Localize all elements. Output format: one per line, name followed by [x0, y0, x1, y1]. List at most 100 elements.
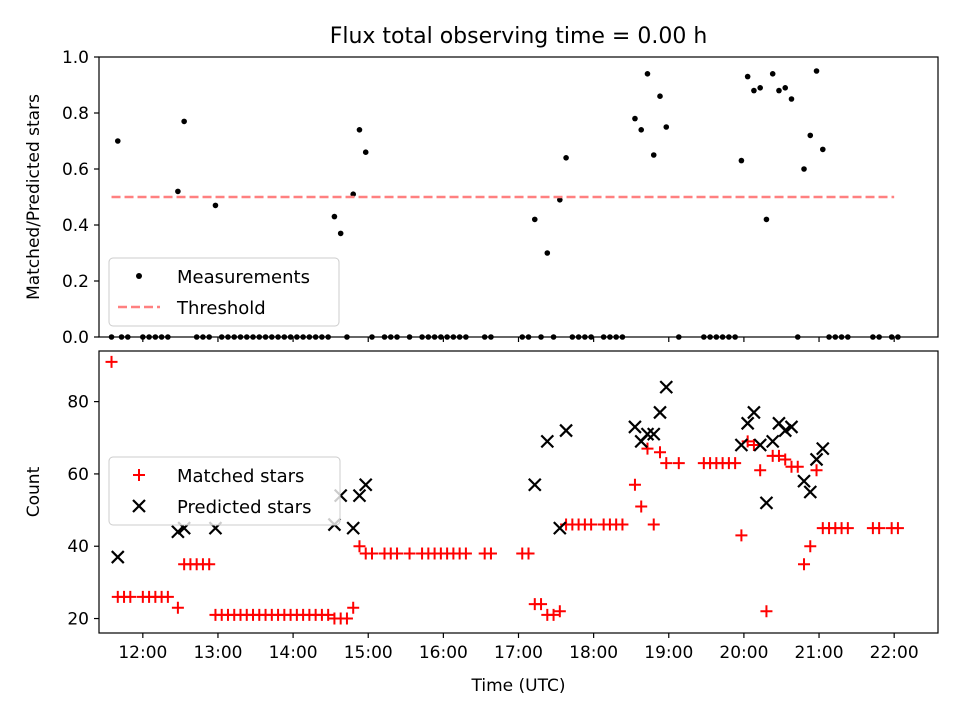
measurement-point [644, 71, 651, 77]
matched-star-point [365, 547, 378, 560]
measurement-point [819, 146, 826, 153]
predicted-star-point [803, 485, 818, 499]
predicted-star-point [540, 434, 555, 449]
predicted-star-point [171, 524, 185, 539]
matched-star-point [105, 355, 118, 368]
x-tick-label: 13:00 [193, 643, 242, 663]
measurement-point [632, 115, 638, 122]
measurement-point [776, 87, 782, 94]
matched-star-point [841, 522, 854, 535]
count-panel: 20 40 60 80 12:00 13:00 14:00 15:00 16:00 17:00 18… [24, 350, 939, 696]
matched-star-point [779, 453, 792, 466]
matched-star-point [760, 605, 773, 618]
predicted-star-point [753, 438, 767, 452]
measurement-point [763, 216, 770, 223]
x-tick-label: 19:00 [644, 643, 693, 663]
count-legend: Matched stars Predicted stars [108, 456, 341, 526]
matched-star-point [672, 457, 685, 470]
matched-star-point [810, 464, 823, 477]
matched-star-point [729, 457, 742, 470]
predicted-star-point [778, 423, 793, 438]
legend-predicted-label: Predicted stars [177, 497, 311, 518]
matched-star-point [171, 601, 184, 614]
matched-star-point [660, 457, 673, 470]
predicted-star-point [559, 423, 573, 438]
legend-measurements-label: Measurements [177, 267, 310, 288]
matched-star-point [747, 439, 760, 451]
matched-star-point [322, 608, 335, 621]
matched-star-point [391, 547, 404, 560]
measurement-point [337, 230, 344, 237]
count-markers [105, 355, 904, 625]
matched-star-point [804, 540, 817, 553]
predicted-star-point [646, 427, 661, 441]
measurement-point [175, 188, 181, 195]
predicted-star-point [740, 416, 755, 431]
measurement-point [788, 96, 795, 102]
matched-star-point [553, 605, 566, 618]
measurement-point [744, 73, 751, 80]
y-tick-label: 20 [67, 610, 89, 630]
matched-star-point [891, 522, 904, 535]
predicted-star-point [797, 474, 811, 488]
x-tick-label: 14:00 [269, 643, 318, 663]
predicted-star-point [659, 380, 674, 394]
measurement-point [657, 93, 663, 99]
y-tick-label: 0.8 [62, 104, 89, 124]
y-tick-label: 0.2 [62, 272, 89, 292]
matched-star-point [403, 547, 416, 560]
x-tick-label: 16:00 [419, 643, 468, 663]
y-tick-label: 60 [67, 465, 89, 485]
y-tick-label: 40 [67, 537, 89, 557]
measurement-point [212, 202, 219, 209]
measurement-point [114, 138, 121, 144]
matched-star-point [547, 608, 560, 621]
measurement-point [757, 85, 763, 91]
x-axis-label: Time (UTC) [471, 676, 566, 696]
predicted-star-point [784, 420, 799, 434]
legend-matched-label: Matched stars [177, 466, 304, 487]
matched-star-point [772, 449, 785, 462]
matched-star-point [873, 522, 886, 535]
x-tick-label: 22:00 [870, 643, 919, 663]
y-tick-label: 0.0 [62, 328, 89, 348]
y-tick-label: 1.0 [62, 48, 89, 68]
matched-star-point [616, 518, 629, 531]
predicted-star-point [628, 420, 642, 434]
matched-star-point [347, 601, 360, 614]
measurement-point [181, 118, 187, 125]
measurement-point [638, 127, 645, 133]
y-axis-label: Matched/Predicted stars [24, 94, 44, 300]
y-tick-label: 80 [67, 393, 89, 413]
legend-matched-marker [133, 469, 145, 481]
predicted-star-point [653, 405, 667, 420]
matched-star-point [791, 460, 804, 473]
matched-star-point [798, 558, 811, 571]
predicted-star-point [528, 477, 542, 492]
predicted-star-point [734, 438, 749, 452]
matched-star-point [535, 598, 548, 611]
matched-star-point [635, 500, 648, 513]
count-legend-box [108, 456, 341, 526]
x-tick-label: 21:00 [795, 643, 844, 663]
predicted-star-point [809, 452, 824, 467]
matched-star-point [754, 464, 767, 477]
measurement-point [350, 191, 357, 197]
measurement-point [557, 197, 563, 203]
ratio-legend: Measurements Threshold [108, 257, 340, 327]
measurement-point [544, 250, 551, 256]
measurement-point [738, 157, 745, 164]
measurement-point [650, 152, 657, 158]
predicted-star-point [747, 405, 761, 420]
measurement-point [769, 71, 776, 77]
measurement-point [782, 85, 789, 91]
legend-measurements-marker [136, 273, 142, 279]
matched-star-point [647, 518, 660, 531]
predicted-star-point [553, 521, 567, 535]
x-tick-label: 12:00 [118, 643, 167, 663]
legend-predicted-marker [132, 499, 146, 513]
legend-threshold-label: Threshold [176, 298, 266, 319]
measurement-point [331, 213, 338, 220]
predicted-star-point [346, 521, 360, 535]
